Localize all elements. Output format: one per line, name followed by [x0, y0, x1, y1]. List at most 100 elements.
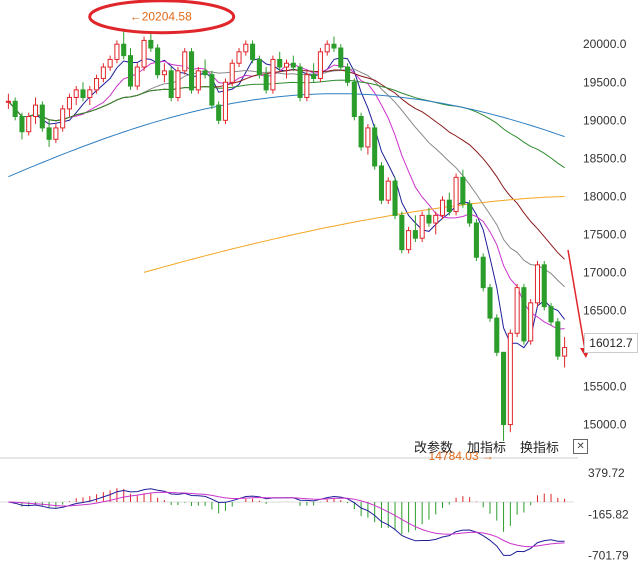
candle-body: [195, 70, 201, 91]
indicator-toolbar: 改参数 加指标 换指标 ✕: [414, 437, 589, 456]
candle-body: [60, 108, 66, 129]
y-tick-label: 19500.0: [583, 75, 627, 89]
y-axis-ticks: 20000.0 19500.0 19000.0 18500.0 18000.0 17500…: [583, 37, 627, 431]
y-tick-label: 19000.0: [583, 113, 627, 127]
candle-body: [222, 81, 228, 121]
candle-body: [426, 214, 432, 224]
candle-body: [439, 199, 446, 216]
y-tick-label: 17500.0: [583, 227, 627, 241]
candle-body: [494, 317, 500, 353]
candle-body: [548, 306, 554, 323]
candle-body: [114, 43, 120, 60]
candle-body: [155, 47, 161, 76]
candle-body: [250, 43, 256, 60]
candle-body: [39, 104, 45, 129]
candle-body: [127, 55, 134, 87]
candle-body: [480, 256, 486, 289]
candle-body: [121, 43, 127, 57]
candle-body: [534, 264, 541, 304]
candle-body: [19, 115, 25, 133]
candle-body: [263, 74, 269, 91]
trend-arrow: [567, 249, 586, 351]
macd-dea-line: [8, 491, 565, 548]
close-icon[interactable]: ✕: [573, 439, 589, 454]
ma250-line: [143, 196, 565, 273]
candle-body: [351, 81, 357, 117]
candle-body: [406, 230, 412, 251]
indicator-tick-label: 379.72: [588, 466, 625, 480]
candle-body: [12, 100, 18, 117]
candle-body: [5, 100, 11, 103]
candle-body: [399, 214, 405, 251]
candles: [5, 28, 568, 442]
last-price-label: 16012.7: [584, 333, 638, 353]
candle-body: [446, 199, 452, 213]
high-annotation: ←20204.58: [130, 10, 192, 24]
add-indicator-button[interactable]: 加指标: [467, 441, 507, 456]
y-tick-label: 15000.0: [583, 418, 627, 432]
candle-body: [385, 180, 391, 201]
candle-body: [270, 58, 276, 91]
ma120-line: [8, 93, 565, 178]
candle-body: [412, 230, 418, 239]
candle-body: [297, 66, 303, 98]
macd-panel: [0, 488, 574, 556]
low-annotation: 14784.03 →: [429, 449, 494, 463]
candle-body: [317, 51, 323, 79]
candle-body: [528, 302, 534, 342]
candle-body: [358, 115, 364, 148]
y-tick-label: 18000.0: [583, 189, 627, 203]
candle-body: [277, 58, 283, 68]
candle-body: [256, 58, 262, 76]
candle-body: [26, 115, 32, 133]
candle-body: [100, 66, 106, 79]
candle-body: [324, 43, 330, 53]
candle-body: [46, 127, 52, 140]
candle-body: [372, 127, 378, 167]
candle-body: [87, 89, 93, 98]
candle-body: [507, 332, 513, 426]
ma10-line: [8, 60, 565, 330]
candle-body: [182, 51, 188, 72]
candle-body: [148, 39, 154, 49]
candle-body: [175, 70, 181, 98]
candle-body: [209, 74, 215, 106]
candle-body: [290, 62, 296, 68]
candle-body: [501, 351, 507, 426]
candle-body: [453, 176, 459, 213]
candle-body: [134, 66, 140, 87]
moving-average-lines: [8, 57, 565, 349]
y-tick-label: 16500.0: [583, 303, 627, 317]
candle-body: [229, 62, 235, 83]
candle-body: [243, 43, 249, 53]
ma30-line: [8, 69, 565, 260]
annotations: ←20204.58 14784.03 →: [88, 0, 590, 463]
highlight-ellipse: [88, 0, 236, 35]
candle-body: [32, 104, 39, 117]
y-tick-label: 20000.0: [583, 37, 627, 51]
candle-body: [345, 66, 351, 83]
candle-body: [460, 176, 466, 205]
candle-body: [541, 264, 547, 308]
indicator-tick-label: -165.82: [588, 508, 629, 522]
candle-body: [555, 321, 561, 357]
macd-dif-line: [8, 488, 565, 556]
indicator-axis-ticks: 379.72 -165.82 -701.79: [588, 466, 629, 562]
candle-body: [514, 287, 520, 334]
candle-body: [392, 180, 398, 216]
candle-body: [419, 214, 425, 239]
candle-body: [141, 39, 147, 68]
candle-body: [378, 165, 384, 201]
switch-indicator-button[interactable]: 换指标: [520, 441, 560, 456]
candle-body: [189, 51, 195, 91]
candle-body: [236, 51, 242, 64]
modify-params-button[interactable]: 改参数: [414, 441, 454, 456]
candle-body: [487, 287, 493, 319]
candle-body: [433, 214, 439, 224]
indicator-tick-label: -701.79: [588, 549, 629, 563]
candle-body: [66, 96, 72, 110]
y-tick-label: 15500.0: [583, 380, 627, 394]
ma20-line: [8, 68, 565, 288]
candle-body: [467, 203, 473, 224]
